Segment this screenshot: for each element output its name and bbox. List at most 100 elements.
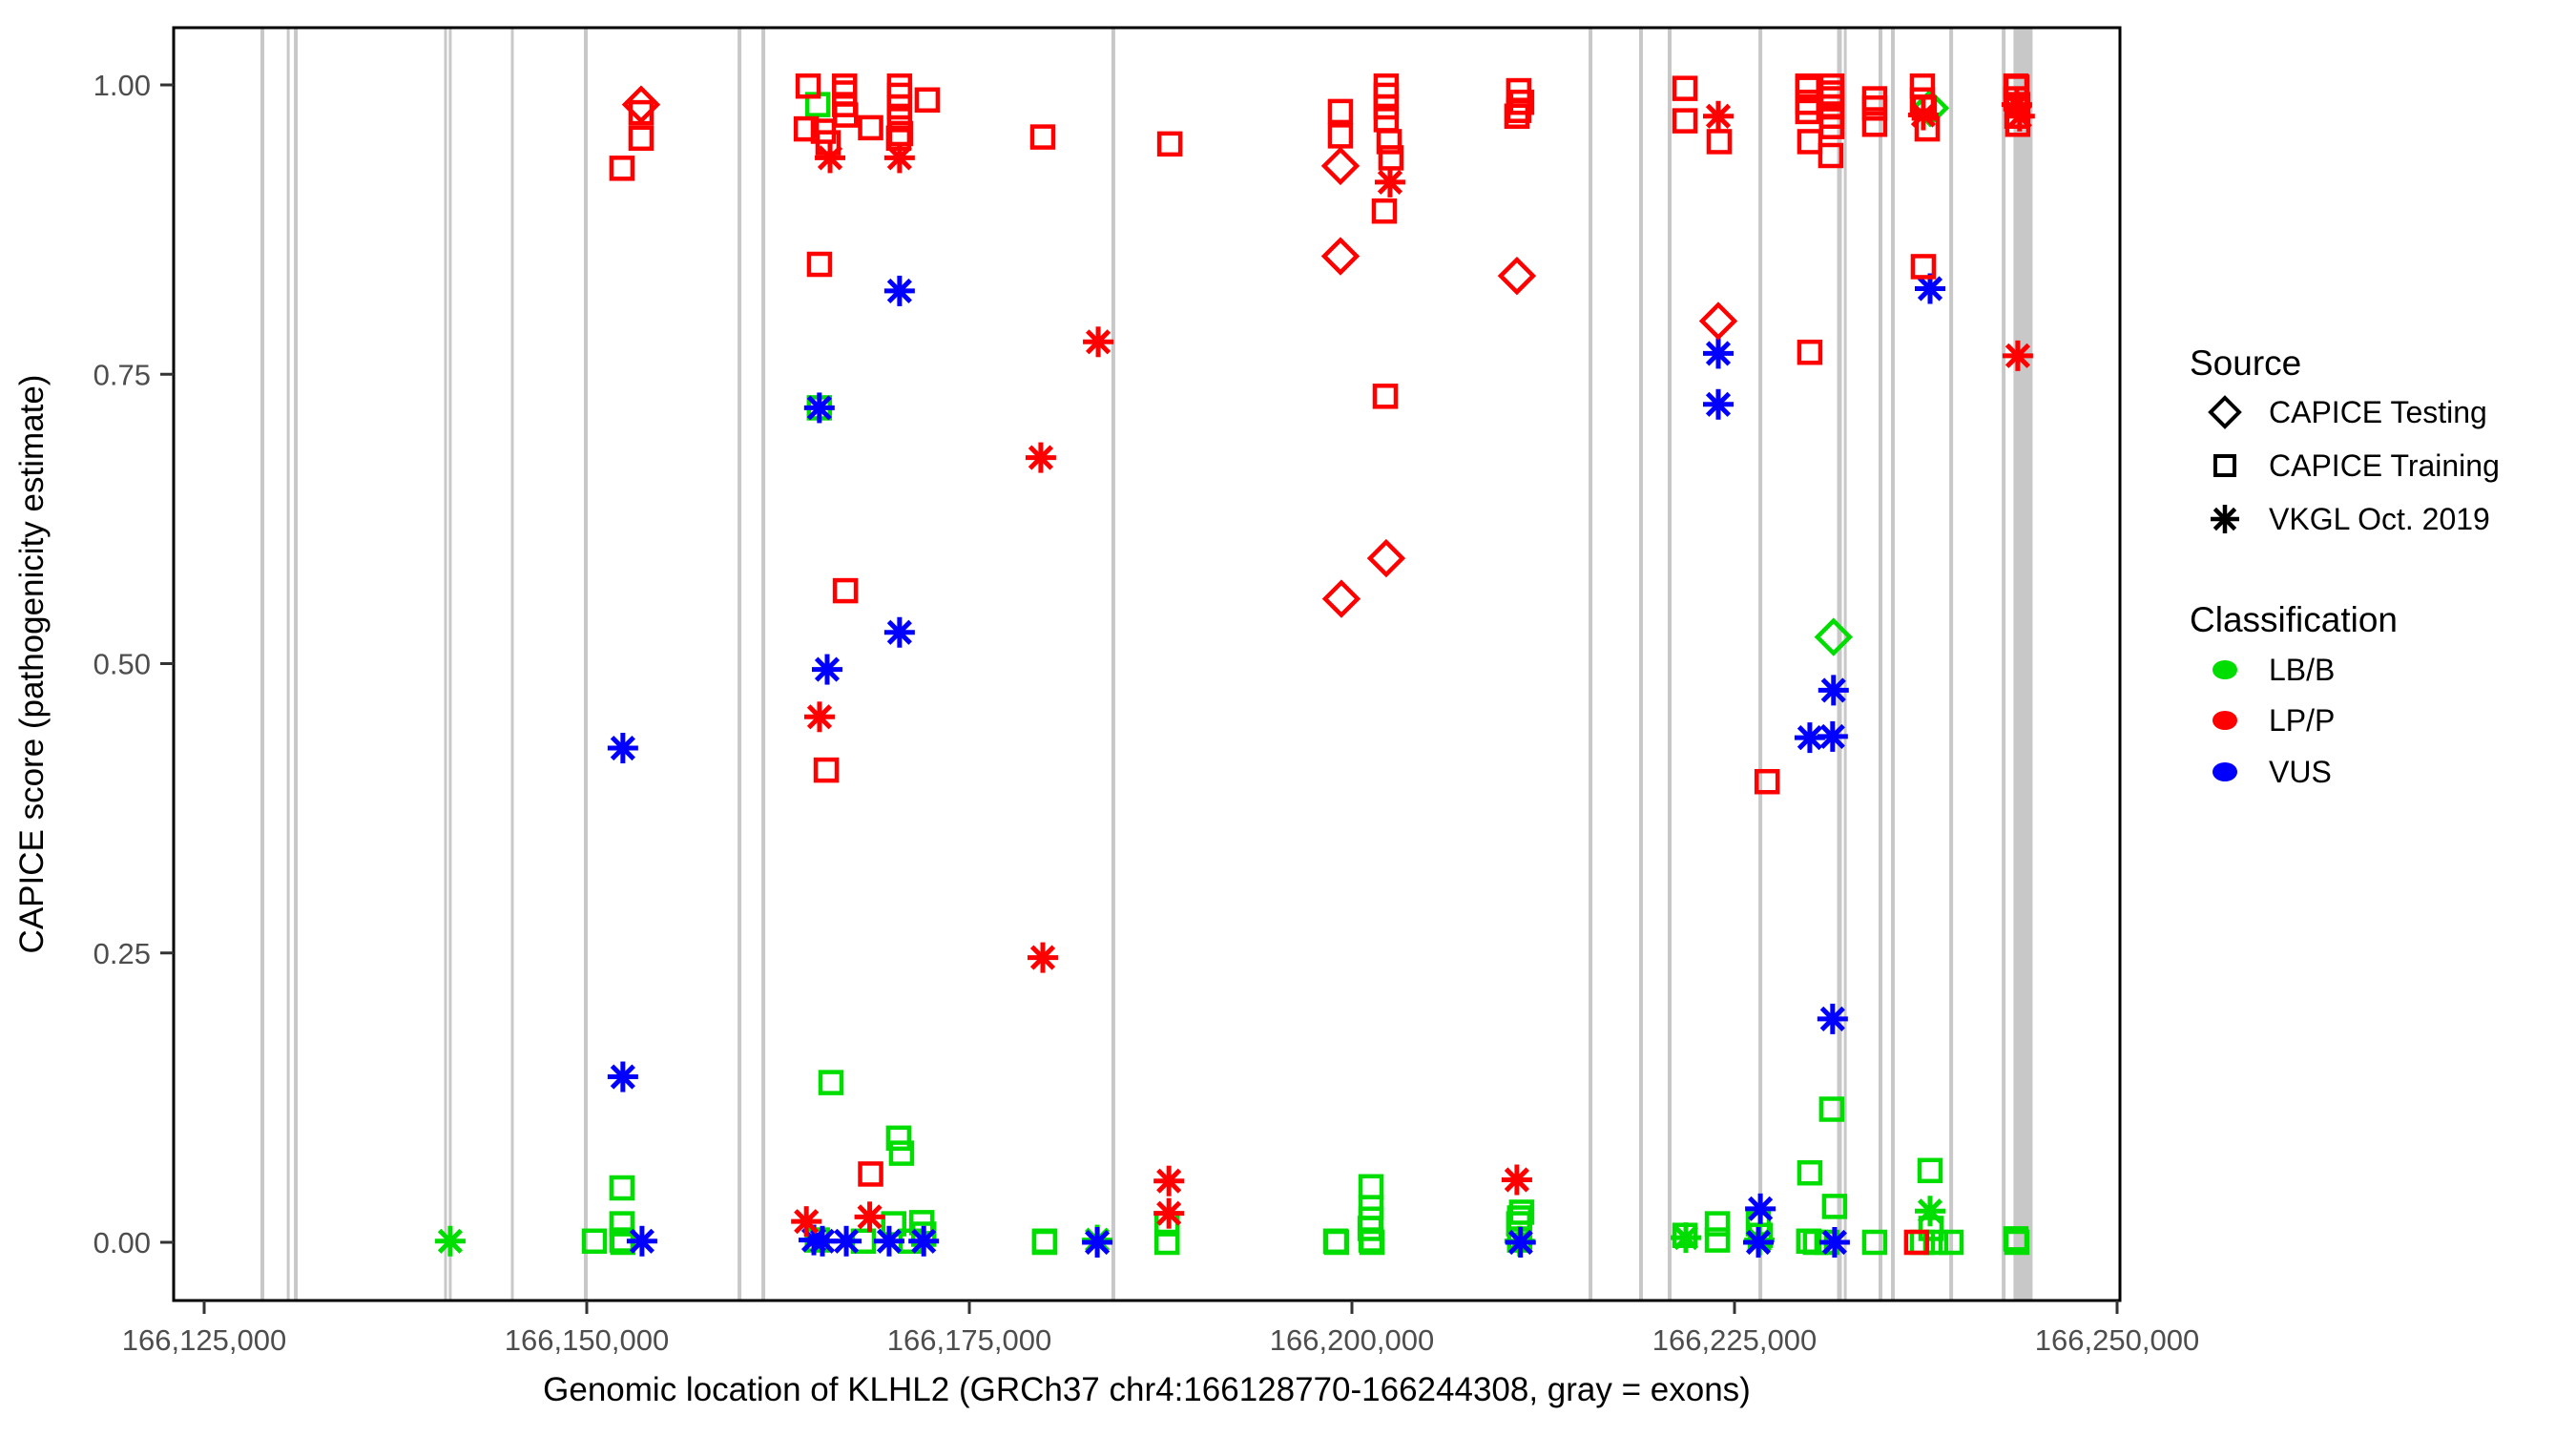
data-point [1323,1229,1350,1256]
asterisk-marker [794,1209,820,1235]
square-marker [609,1175,635,1201]
data-point [1795,98,1821,125]
asterisk-marker [911,1228,937,1254]
square-marker [1323,1229,1350,1256]
asterisk-marker [629,1228,654,1254]
data-point [1797,339,1823,365]
exon-line [1758,28,1763,1301]
asterisk-marker [857,1204,883,1230]
square-marker [885,1125,912,1152]
square-marker [1818,142,1844,169]
square-marker [609,156,635,181]
data-point [1372,384,1399,409]
data-point [1907,99,1939,131]
data-point [1497,256,1537,296]
data-point [854,1201,885,1233]
square-marker [1029,124,1056,150]
asterisk-marker [886,278,912,303]
exon-band-wide [2013,28,2033,1301]
data-point [581,1228,608,1255]
data-point [1814,617,1853,656]
asterisk-marker [876,1228,903,1254]
data-point [1818,142,1844,169]
data-point [1029,124,1056,150]
data-point [1797,129,1823,155]
square-marker [888,1140,915,1166]
classification-dot-lpp [2212,711,2237,730]
legend-item-vus: VUS [2269,755,2332,789]
asterisk-marker [814,656,841,682]
exon-line [2002,28,2006,1301]
square-marker [1031,1229,1058,1256]
square-marker [1797,339,1823,365]
vkgl-asterisk-icon [2212,507,2237,531]
data-point [1327,98,1354,125]
square-marker [2004,1229,2030,1256]
data-point [1153,1165,1185,1197]
asterisk-marker [2004,92,2030,117]
data-point [1505,1227,1536,1258]
square-marker [1861,1229,1888,1256]
diamond-marker [1320,237,1361,276]
diamond-marker [621,85,661,124]
square-marker [1371,198,1398,224]
x-tick-label: 166,175,000 [887,1323,1051,1357]
data-point [628,125,654,152]
data-point [883,275,915,306]
data-point [621,85,661,124]
data-point [813,757,840,783]
data-point [1672,108,1698,134]
data-point [811,654,842,685]
square-marker [1754,768,1780,795]
legend-item-lbb: LB/B [2269,653,2335,687]
x-tick-label: 166,250,000 [2035,1323,2199,1357]
square-marker [1153,1229,1180,1256]
exon-line [510,28,514,1301]
asterisk-marker [1820,677,1846,703]
exon-line [286,28,290,1301]
plot-panel-background [174,28,2120,1301]
exon-line [1891,28,1895,1301]
data-point [1083,326,1114,358]
exon-line [444,28,447,1301]
data-point [1818,114,1845,139]
square-marker [1910,254,1937,280]
square-marker [1672,108,1698,134]
exon-line [1111,28,1115,1301]
square-marker [914,87,941,114]
exon-line [1589,28,1593,1301]
data-point [832,102,859,128]
asterisk-marker [1821,1229,1847,1256]
data-point [1910,254,1937,280]
square-marker [1795,98,1821,125]
exon-line [448,28,452,1301]
exon-line [1879,28,1882,1301]
data-point [858,114,883,141]
x-tick-label: 166,225,000 [1652,1323,1817,1357]
diamond-marker [1320,146,1361,186]
data-point [818,1070,844,1095]
data-point [1082,1227,1113,1258]
data-point [1366,538,1406,578]
exon-line [1843,28,1847,1301]
data-point [1702,388,1734,420]
legend-item-lpp: LP/P [2269,703,2335,738]
square-marker [886,94,913,120]
data-point [1861,111,1888,137]
data-point [831,1225,862,1257]
asterisk-marker [1028,445,1053,470]
capice-training-square-icon [2213,454,2236,477]
asterisk-marker [2005,343,2030,368]
asterisk-marker [1085,1229,1111,1256]
square-marker [1508,89,1535,115]
asterisk-marker [1504,1167,1529,1193]
exon-line [584,28,588,1301]
classification-dot-vus [2212,762,2237,781]
data-point [1025,442,1056,473]
data-point [888,1140,915,1166]
legend-source: Source CAPICE Testing CAPICE Training VK… [2190,343,2500,536]
data-point [807,1225,839,1257]
asterisk-marker [1745,1229,1772,1256]
